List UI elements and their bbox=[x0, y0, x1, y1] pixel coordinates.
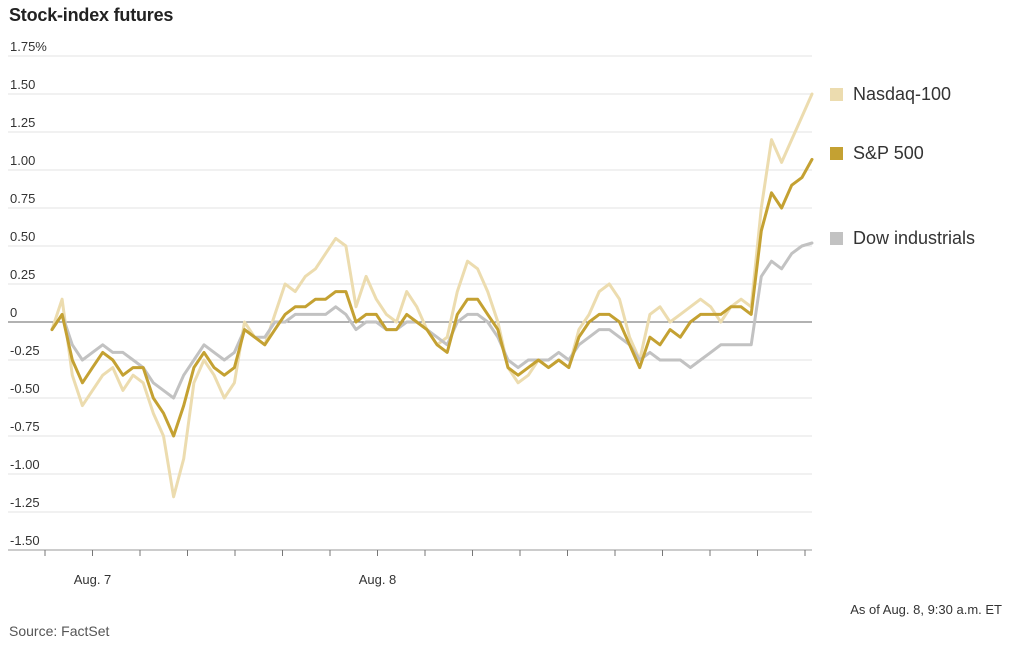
as-of-note: As of Aug. 8, 9:30 a.m. ET bbox=[850, 602, 1002, 617]
x-tick-label: Aug. 7 bbox=[74, 572, 112, 587]
y-tick-label: -0.50 bbox=[10, 381, 40, 396]
y-tick-label: 0.75 bbox=[10, 191, 35, 206]
legend-item-sp500: S&P 500 bbox=[830, 143, 924, 164]
legend-item-nasdaq: Nasdaq-100 bbox=[830, 84, 951, 105]
y-tick-label: -1.00 bbox=[10, 457, 40, 472]
legend-label-sp500: S&P 500 bbox=[853, 143, 924, 164]
y-tick-label: 0.50 bbox=[10, 229, 35, 244]
legend-swatch-dow bbox=[830, 232, 843, 245]
legend-item-dow: Dow industrials bbox=[830, 228, 975, 249]
y-tick-label: 1.75% bbox=[10, 39, 47, 54]
y-tick-label: -0.25 bbox=[10, 343, 40, 358]
y-tick-label: 1.00 bbox=[10, 153, 35, 168]
y-tick-label: -0.75 bbox=[10, 419, 40, 434]
source-note: Source: FactSet bbox=[9, 623, 109, 639]
legend-swatch-sp500 bbox=[830, 147, 843, 160]
series-line-dow-industrials bbox=[52, 243, 812, 398]
y-tick-label: -1.25 bbox=[10, 495, 40, 510]
y-tick-label: 1.25 bbox=[10, 115, 35, 130]
series-line-s-p-500 bbox=[52, 159, 812, 436]
gridlines bbox=[8, 56, 812, 550]
y-tick-label: 0 bbox=[10, 305, 17, 320]
legend-label-dow: Dow industrials bbox=[853, 228, 975, 249]
x-tick-label: Aug. 8 bbox=[359, 572, 397, 587]
x-axis-ticks: Aug. 7 Aug. 8 bbox=[45, 550, 805, 587]
legend-swatch-nasdaq bbox=[830, 88, 843, 101]
y-tick-label: 1.50 bbox=[10, 77, 35, 92]
legend-label-nasdaq: Nasdaq-100 bbox=[853, 84, 951, 105]
y-axis-ticks: 1.75% 1.50 1.25 1.00 0.75 0.50 0.25 0 -0.25 -0.50… bbox=[10, 39, 47, 548]
y-tick-label: 0.25 bbox=[10, 267, 35, 282]
y-tick-label: -1.50 bbox=[10, 533, 40, 548]
